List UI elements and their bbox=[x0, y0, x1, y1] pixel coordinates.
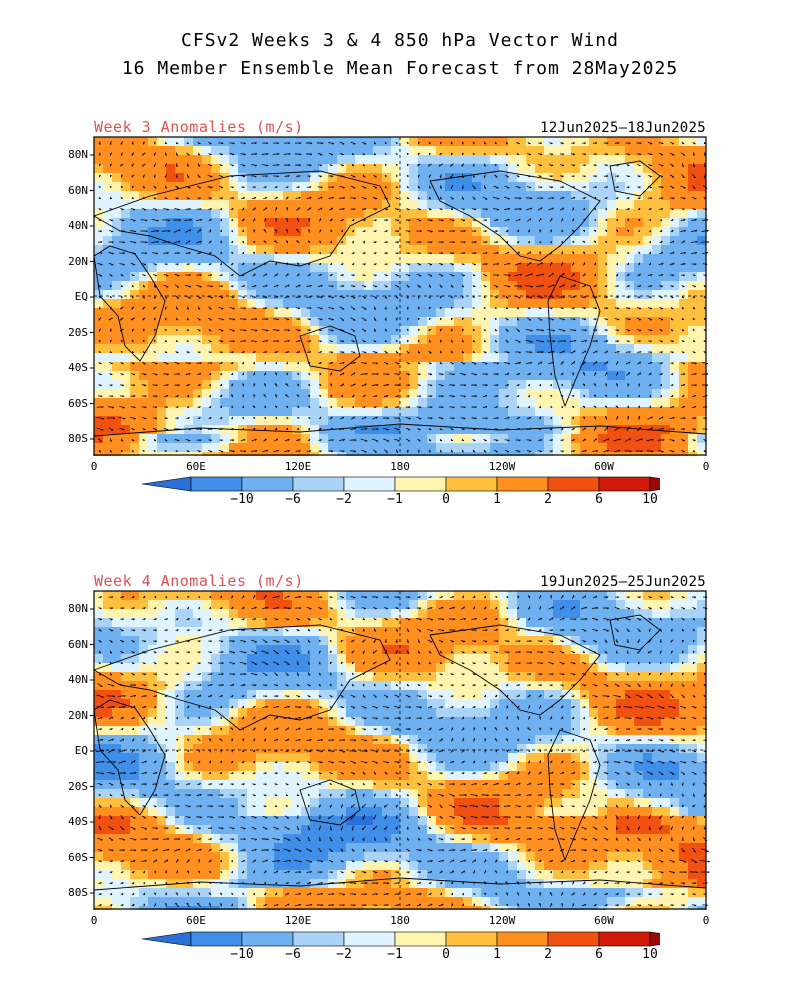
coastlines bbox=[92, 160, 707, 437]
colorbar-swatch bbox=[394, 931, 447, 947]
lat-label: 80N bbox=[68, 602, 88, 615]
week3-anomaly-map bbox=[90, 136, 709, 456]
lon-label: 0 bbox=[90, 460, 98, 473]
colorbar-swatch bbox=[241, 476, 294, 492]
lat-label: 20N bbox=[68, 254, 88, 268]
colorbar-low-arrow bbox=[141, 931, 192, 947]
colorbar-swatch bbox=[292, 476, 345, 492]
lon-label: 0 bbox=[702, 460, 710, 473]
colorbar-label: 2 bbox=[544, 947, 552, 962]
colorbar-label: −6 bbox=[285, 947, 301, 962]
colorbar-label: −6 bbox=[285, 492, 301, 507]
week3-dates: 12Jun2025—18Jun2025 bbox=[540, 120, 706, 136]
wind-vectors bbox=[95, 595, 710, 908]
lat-label: 20N bbox=[68, 708, 88, 722]
colorbar-swatch bbox=[445, 931, 498, 947]
lon-label: 120W bbox=[488, 460, 516, 473]
lon-label: 0 bbox=[90, 914, 98, 927]
colorbar-swatch bbox=[241, 931, 294, 947]
week4-colorbar bbox=[141, 931, 660, 947]
lat-label: EQ bbox=[74, 744, 88, 757]
colorbar-swatch bbox=[598, 476, 651, 492]
lon-label: 120W bbox=[488, 914, 516, 927]
colorbar-swatch bbox=[190, 476, 243, 492]
colorbar-label: −10 bbox=[230, 947, 254, 962]
lat-label: 80S bbox=[68, 886, 88, 899]
lon-label: 180 bbox=[390, 460, 410, 473]
colorbar-high-arrow bbox=[649, 476, 660, 492]
anomaly-cells bbox=[94, 591, 707, 910]
wind-vectors bbox=[95, 141, 709, 453]
lat-label: 40N bbox=[68, 673, 88, 686]
week3-label: Week 3 Anomalies (m/s) bbox=[94, 118, 304, 136]
coastlines bbox=[92, 614, 707, 891]
colorbar-label: 2 bbox=[544, 492, 552, 507]
colorbar-swatch bbox=[445, 476, 498, 492]
chart-title: CFSv2 Weeks 3 & 4 850 hPa Vector Wind bbox=[181, 30, 619, 51]
lat-label: EQ bbox=[74, 290, 88, 303]
colorbar-swatch bbox=[547, 476, 600, 492]
colorbar-swatch bbox=[394, 476, 447, 492]
lat-label: 40S bbox=[68, 815, 88, 828]
colorbar-swatch bbox=[292, 931, 345, 947]
colorbar-swatch bbox=[496, 931, 549, 947]
lon-label: 60E bbox=[186, 460, 206, 473]
week4-label: Week 4 Anomalies (m/s) bbox=[94, 572, 304, 590]
colorbar-label: 10 bbox=[642, 492, 658, 507]
lon-label: 120E bbox=[284, 460, 312, 473]
colorbar-swatch bbox=[343, 476, 396, 492]
lon-label: 60W bbox=[594, 460, 614, 473]
lat-label: 20S bbox=[68, 325, 88, 339]
lat-label: 60N bbox=[68, 637, 88, 651]
lat-label: 80N bbox=[68, 148, 88, 161]
colorbar-label: 1 bbox=[493, 947, 501, 962]
lon-label: 60W bbox=[594, 914, 614, 927]
lat-label: 60N bbox=[68, 183, 88, 197]
lat-label: 40S bbox=[68, 361, 88, 374]
lat-label: 60S bbox=[68, 396, 88, 410]
colorbar-label: −2 bbox=[336, 492, 352, 507]
colorbar-swatch bbox=[547, 931, 600, 947]
axis-ticks bbox=[90, 154, 707, 456]
colorbar-label: 10 bbox=[642, 947, 658, 962]
colorbar-swatch bbox=[343, 931, 396, 947]
colorbar-label: −1 bbox=[387, 947, 403, 962]
colorbar-label: 1 bbox=[493, 492, 501, 507]
lat-label: 80S bbox=[68, 432, 88, 445]
week3-colorbar bbox=[141, 476, 660, 492]
colorbar-label: 0 bbox=[442, 492, 450, 507]
colorbar-low-arrow bbox=[141, 476, 192, 492]
colorbar-swatch bbox=[190, 931, 243, 947]
lon-label: 60E bbox=[186, 914, 206, 927]
lat-label: 60S bbox=[68, 850, 88, 864]
lat-label: 20S bbox=[68, 779, 88, 793]
colorbar-high-arrow bbox=[649, 931, 660, 947]
colorbar-swatch bbox=[496, 476, 549, 492]
lon-label: 180 bbox=[390, 914, 410, 927]
week4-anomaly-map bbox=[90, 590, 710, 910]
colorbar-label: 0 bbox=[442, 947, 450, 962]
week4-dates: 19Jun2025—25Jun2025 bbox=[540, 574, 706, 590]
colorbar-label: 6 bbox=[595, 492, 603, 507]
axis-ticks bbox=[90, 608, 707, 910]
colorbar-swatch bbox=[598, 931, 651, 947]
chart-subtitle: 16 Member Ensemble Mean Forecast from 28… bbox=[121, 58, 679, 79]
lon-label: 0 bbox=[702, 914, 710, 927]
anomaly-cells bbox=[94, 137, 707, 456]
colorbar-label: −10 bbox=[230, 492, 254, 507]
colorbar-label: −2 bbox=[336, 947, 352, 962]
lat-label: 40N bbox=[68, 219, 88, 232]
lon-label: 120E bbox=[284, 914, 312, 927]
colorbar-label: −1 bbox=[387, 492, 403, 507]
colorbar-label: 6 bbox=[595, 947, 603, 962]
